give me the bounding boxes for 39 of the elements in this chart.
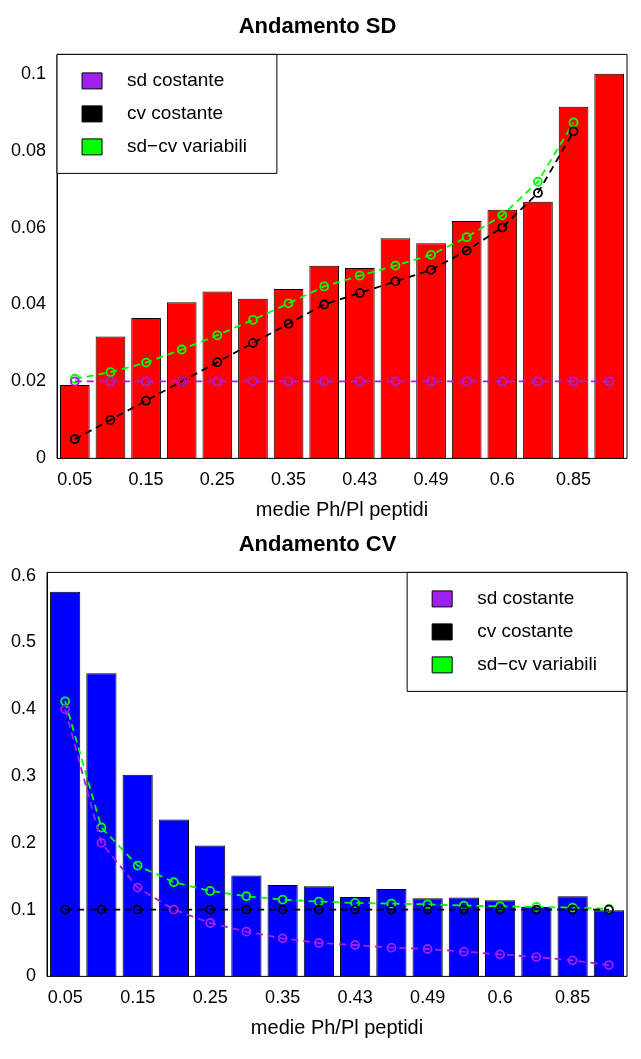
x-tick-label: 0.43 bbox=[342, 469, 378, 490]
legend-label: sd−cv variabili bbox=[127, 135, 247, 157]
legend-label: sd costante bbox=[477, 587, 575, 609]
y-tick-label: 0.1 bbox=[21, 62, 47, 83]
x-tick-label: 0.85 bbox=[555, 987, 591, 1008]
y-tick-label: 0.08 bbox=[10, 139, 47, 160]
y-tick-label: 0.6 bbox=[10, 564, 37, 585]
x-tick-label: 0.25 bbox=[192, 987, 228, 1008]
x-tick-label: 0.85 bbox=[556, 469, 592, 490]
x-tick-label: 0.35 bbox=[271, 469, 307, 490]
y-tick-label: 0 bbox=[26, 965, 37, 986]
x-axis-title: medie Ph/Pl peptidi bbox=[255, 497, 429, 520]
x-tick-label: 0.25 bbox=[199, 469, 235, 490]
y-tick-label: 0.02 bbox=[10, 370, 47, 391]
x-axis-title: medie Ph/Pl peptidi bbox=[250, 1015, 424, 1038]
legend-label: cv costante bbox=[127, 102, 224, 124]
x-tick-label: 0.49 bbox=[410, 987, 446, 1008]
legend-label: sd−cv variabili bbox=[477, 653, 598, 675]
legend-label: sd costante bbox=[127, 69, 225, 91]
y-tick-label: 0.5 bbox=[10, 631, 37, 652]
y-tick-label: 0.3 bbox=[10, 765, 37, 786]
y-tick-label: 0.1 bbox=[10, 898, 37, 919]
legend-label: cv costante bbox=[477, 620, 574, 642]
x-tick-label: 0.15 bbox=[128, 469, 164, 490]
chart-title: Andamento CV bbox=[238, 531, 397, 557]
x-tick-label: 0.49 bbox=[413, 469, 449, 490]
y-tick-label: 0.06 bbox=[10, 216, 47, 237]
x-tick-label: 0.15 bbox=[120, 987, 156, 1008]
x-tick-label: 0.6 bbox=[487, 987, 513, 1008]
x-tick-label: 0.43 bbox=[337, 987, 373, 1008]
chart-title: Andamento SD bbox=[238, 13, 397, 39]
x-tick-label: 0.05 bbox=[57, 469, 93, 490]
y-tick-label: 0.04 bbox=[10, 293, 47, 314]
y-tick-label: 0.4 bbox=[10, 698, 37, 719]
y-tick-label: 0 bbox=[36, 447, 47, 468]
x-tick-label: 0.35 bbox=[265, 987, 301, 1008]
x-tick-label: 0.05 bbox=[47, 987, 83, 1008]
y-tick-label: 0.2 bbox=[10, 831, 37, 852]
x-tick-label: 0.6 bbox=[489, 469, 515, 490]
